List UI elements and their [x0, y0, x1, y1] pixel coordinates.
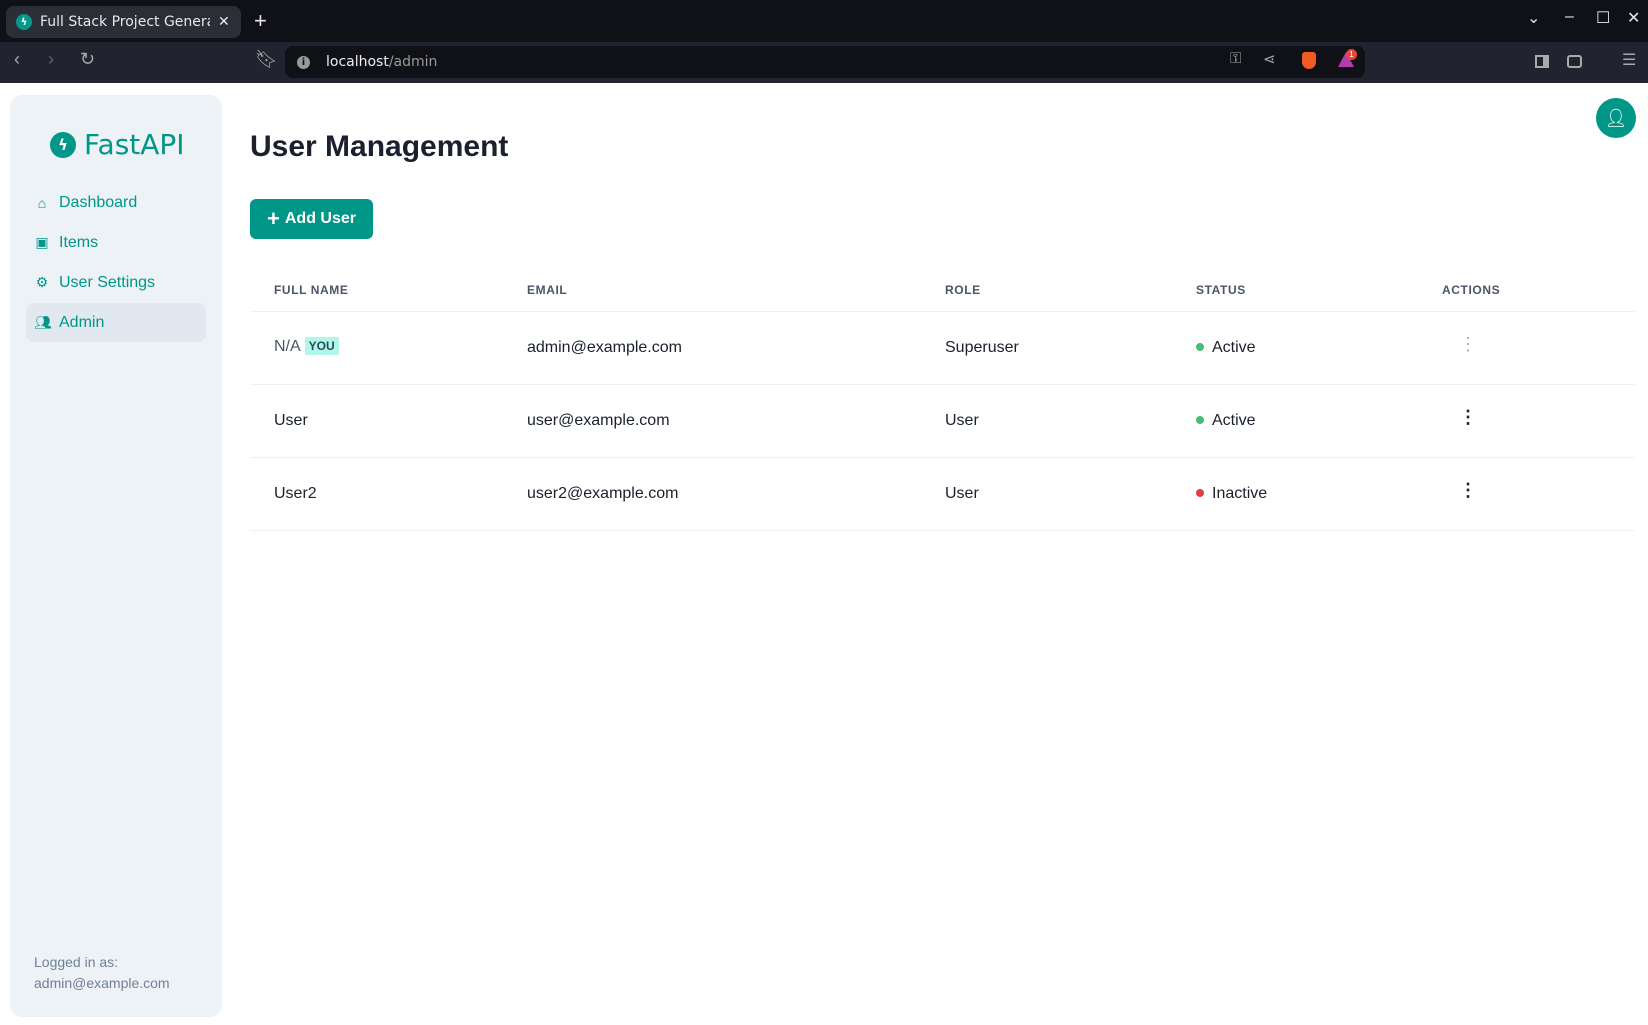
status-text: Inactive — [1212, 485, 1268, 502]
status-dot — [1196, 416, 1204, 424]
divider — [250, 311, 1635, 312]
column-header-email: EMAIL — [527, 283, 568, 297]
sidebar-item-items[interactable]: ▣ Items — [26, 223, 206, 262]
fastapi-favicon-icon: ϟ — [16, 14, 32, 30]
info-icon[interactable]: i — [297, 55, 310, 69]
column-header-actions: ACTIONS — [1442, 283, 1501, 297]
logo[interactable]: ϟ FastAPI — [50, 128, 185, 161]
bookmark-icon[interactable]: 🔖︎ — [255, 49, 278, 69]
wallet-icon[interactable] — [1567, 55, 1582, 68]
user-avatar-icon: 👤︎ — [1604, 107, 1628, 128]
user-email: admin@example.com — [527, 339, 682, 356]
forward-icon[interactable]: › — [48, 49, 54, 69]
fastapi-logo-icon: ϟ — [50, 131, 76, 158]
reload-icon[interactable]: ↻ — [80, 49, 96, 69]
minimize-icon[interactable]: – — [1565, 8, 1574, 25]
maximize-icon[interactable]: ☐ — [1596, 10, 1611, 27]
actions-menu-disabled: ⋮ — [1459, 334, 1477, 354]
browser-tab-bar — [0, 0, 1648, 42]
tab-title: Full Stack Project Genera — [40, 14, 210, 30]
column-header-full-name: FULL NAME — [274, 283, 349, 297]
add-user-button[interactable]: + Add User — [250, 199, 373, 239]
key-icon[interactable]: ⚿ — [1230, 50, 1242, 67]
sidebar-item-label: Admin — [59, 313, 105, 331]
status-badge: Active — [1196, 339, 1256, 357]
logged-in-info: Logged in as: admin@example.com — [34, 952, 170, 994]
back-icon[interactable]: ‹ — [14, 49, 20, 69]
user-full-name: N/A — [274, 338, 301, 355]
home-icon: ⌂ — [37, 194, 47, 211]
status-dot — [1196, 343, 1204, 351]
menu-icon[interactable]: ☰ — [1622, 52, 1637, 69]
sidebar-item-label: Dashboard — [59, 193, 138, 211]
divider — [250, 457, 1635, 458]
actions-menu-button[interactable]: ⋮ — [1459, 480, 1477, 500]
column-header-status: STATUS — [1196, 283, 1246, 297]
user-role: Superuser — [945, 339, 1019, 356]
user-role: User — [945, 412, 979, 429]
plus-icon: + — [267, 206, 280, 231]
tab-list-icon[interactable]: ⌄ — [1527, 10, 1541, 27]
sidebar-item-dashboard[interactable]: ⌂ Dashboard — [26, 183, 206, 222]
user-menu-button[interactable]: 👤︎ — [1596, 98, 1636, 138]
sidebar — [10, 95, 222, 1017]
column-header-role: ROLE — [945, 283, 981, 297]
url-host: localhost — [326, 54, 389, 70]
user-full-name: User — [274, 412, 308, 429]
add-user-label: Add User — [284, 210, 356, 227]
address-bar[interactable]: i localhost/admin — [285, 46, 1365, 78]
close-tab-icon[interactable]: ✕ — [218, 14, 230, 30]
logged-in-email: admin@example.com — [34, 975, 170, 991]
user-full-name: User2 — [274, 485, 317, 502]
sidebar-item-user-settings[interactable]: ⚙ User Settings — [26, 263, 206, 302]
status-text: Active — [1212, 412, 1256, 429]
you-badge: YOU — [304, 337, 339, 355]
new-tab-icon[interactable]: + — [254, 8, 267, 33]
logo-text: FastAPI — [84, 128, 185, 161]
user-role: User — [945, 485, 979, 502]
table-row: User2 user2@example.com User Inactive ⋮ — [0, 457, 1648, 530]
status-badge: Active — [1196, 412, 1256, 430]
user-email: user2@example.com — [527, 485, 679, 502]
sidebar-item-label: Items — [59, 233, 99, 251]
sidebar-item-label: User Settings — [59, 273, 156, 291]
users-icon: 👥︎ — [34, 314, 52, 330]
status-text: Active — [1212, 339, 1256, 356]
gear-icon: ⚙ — [35, 274, 49, 290]
browser-tab[interactable]: ϟ Full Stack Project Genera ✕ — [6, 6, 241, 38]
table-row: N/A YOU admin@example.com Superuser Activ… — [0, 311, 1648, 384]
rewards-badge: 1 — [1346, 49, 1357, 60]
logged-in-label: Logged in as: — [34, 954, 119, 970]
table-row: User user@example.com User Active ⋮ — [0, 384, 1648, 457]
divider — [250, 384, 1635, 385]
briefcase-icon: ▣ — [35, 234, 49, 250]
status-dot — [1196, 489, 1204, 497]
close-window-icon[interactable]: ✕ — [1627, 10, 1641, 27]
sidebar-item-admin[interactable]: 👥︎ Admin — [26, 303, 206, 342]
url-path: /admin — [388, 54, 438, 70]
share-icon[interactable]: ⋖ — [1263, 51, 1276, 68]
brave-shield-icon[interactable] — [1302, 52, 1316, 69]
actions-menu-button[interactable]: ⋮ — [1459, 407, 1477, 427]
status-badge: Inactive — [1196, 485, 1267, 503]
user-email: user@example.com — [527, 412, 670, 429]
sidebar-toggle-icon[interactable] — [1535, 55, 1549, 68]
page-title: User Management — [250, 130, 509, 163]
divider — [250, 530, 1635, 531]
